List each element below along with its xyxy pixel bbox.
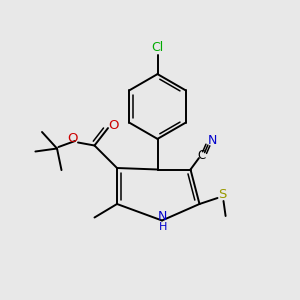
Text: O: O	[67, 132, 77, 146]
Text: S: S	[218, 188, 226, 202]
Text: N: N	[158, 210, 167, 224]
Text: O: O	[108, 119, 119, 132]
Text: N: N	[208, 134, 218, 147]
Text: H: H	[158, 221, 167, 232]
Text: C: C	[197, 149, 206, 162]
Text: Cl: Cl	[152, 41, 164, 55]
